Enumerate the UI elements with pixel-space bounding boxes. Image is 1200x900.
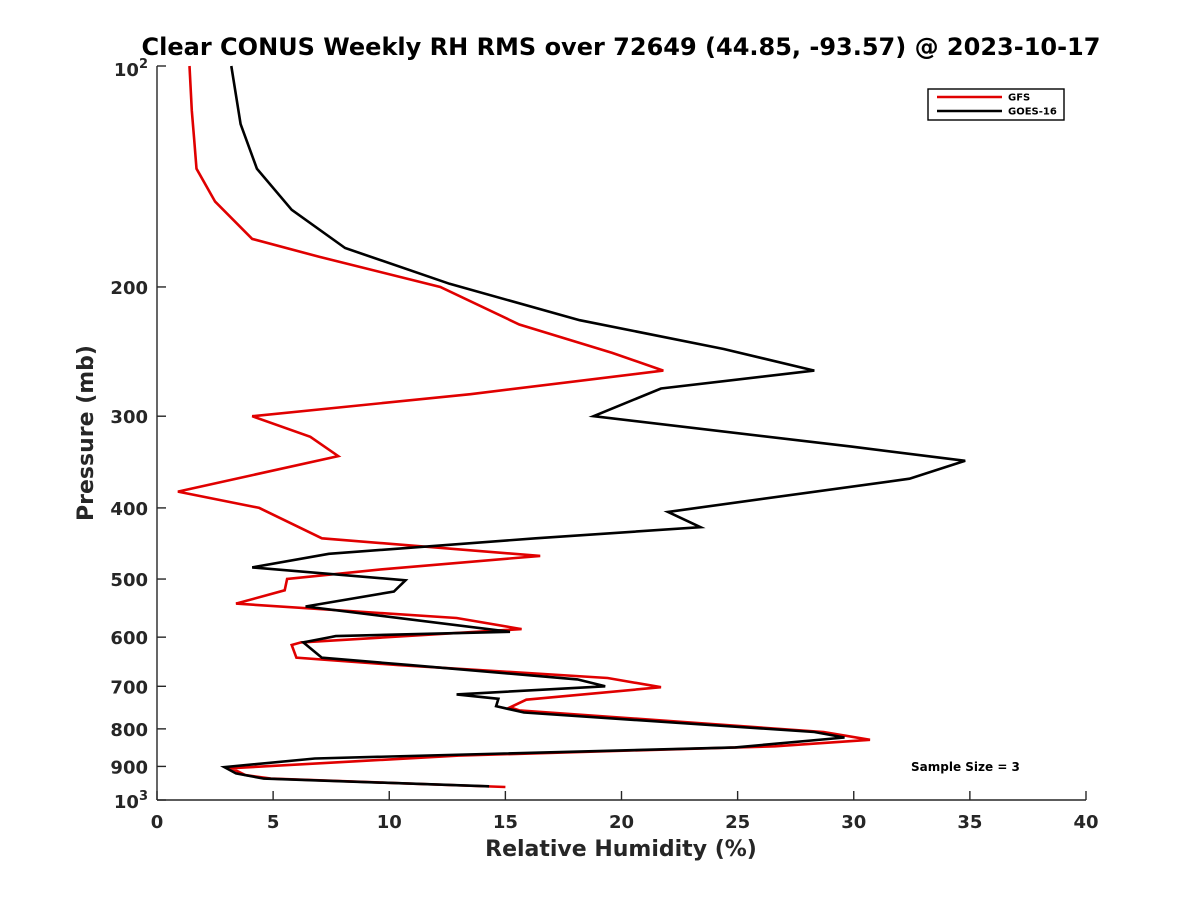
x-tick-label: 20 [609, 812, 634, 833]
y-tick-label: 400 [110, 499, 148, 520]
y-tick-label: 300 [110, 407, 148, 428]
y-bottom-base: 10 [114, 792, 139, 813]
chart-title: Clear CONUS Weekly RH RMS over 72649 (44… [142, 33, 1101, 61]
y-tick-label: 200 [110, 278, 148, 299]
y-tick-label-top: 102 [114, 57, 148, 81]
legend-label-gfs: GFS [1008, 93, 1030, 104]
y-tick-label: 600 [110, 628, 148, 649]
x-tick-label: 35 [957, 812, 982, 833]
y-tick-label-bottom: 103 [114, 789, 148, 813]
legend: GFS GOES-16 [927, 88, 1065, 121]
y-bottom-exponent: 3 [139, 789, 148, 804]
x-tick-label: 40 [1073, 812, 1098, 833]
x-tick-label: 15 [493, 812, 518, 833]
x-tick-label: 0 [151, 812, 164, 833]
sample-size-annotation: Sample Size = 3 [911, 760, 1020, 774]
y-tick-label: 800 [110, 720, 148, 741]
series-layer [177, 65, 966, 789]
y-axis-label: Pressure (mb) [74, 345, 99, 521]
series-line-goes-16 [220, 65, 966, 788]
x-tick-label: 30 [841, 812, 866, 833]
series-line-gfs [177, 65, 871, 789]
legend-label-goes16: GOES-16 [1008, 107, 1057, 118]
x-tick-label: 10 [377, 812, 402, 833]
y-tick-label: 900 [110, 757, 148, 778]
y-top-base: 10 [114, 60, 139, 81]
x-tick-label: 5 [267, 812, 280, 833]
legend-box [927, 88, 1065, 121]
y-tick-labels: 200 300 400 500 600 700 800 900 [110, 65, 166, 801]
x-tick-labels: 0 5 10 15 20 25 30 35 40 [151, 791, 1099, 833]
y-top-exponent: 2 [139, 57, 148, 72]
x-axis-label: Relative Humidity (%) [485, 837, 757, 862]
y-tick-label: 500 [110, 570, 148, 591]
x-tick-label: 25 [725, 812, 750, 833]
y-tick-label: 700 [110, 677, 148, 698]
